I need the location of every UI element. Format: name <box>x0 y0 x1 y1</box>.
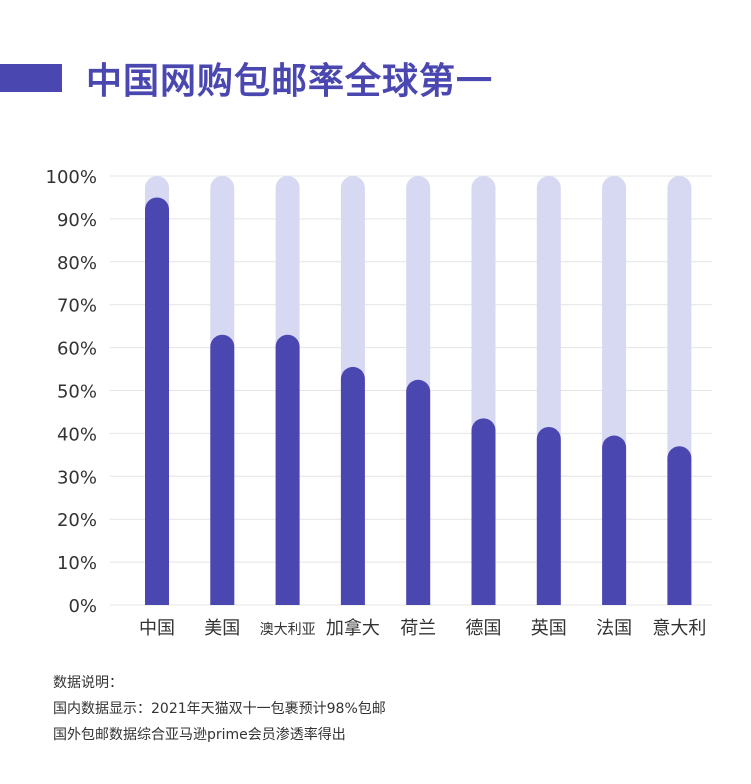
x-tick-label: 美国 <box>204 618 240 639</box>
x-tick-label: 英国 <box>531 618 567 639</box>
x-tick-label: 法国 <box>596 618 632 639</box>
x-tick-label: 意大利 <box>652 618 706 639</box>
notes-line-1: 国内数据显示：2021年天猫双十一包裹预计98%包邮 <box>53 701 386 717</box>
notes-heading: 数据说明： <box>53 675 123 691</box>
x-tick-label: 德国 <box>466 618 502 639</box>
chart-title: 中国网购包邮率全球第一 <box>86 61 494 102</box>
x-tick-label: 荷兰 <box>400 618 436 639</box>
y-tick-label: 30% <box>57 467 97 488</box>
y-tick-label: 100% <box>46 167 97 188</box>
y-tick-label: 10% <box>57 553 97 574</box>
bar <box>406 379 431 605</box>
bar <box>145 197 169 605</box>
bar <box>275 334 300 605</box>
bar <box>602 435 627 605</box>
x-tick-label: 加拿大 <box>326 617 380 639</box>
y-tick-label: 0% <box>68 596 97 617</box>
bar <box>536 426 561 605</box>
y-tick-label: 90% <box>57 210 97 231</box>
y-tick-label: 20% <box>57 510 97 531</box>
bar-chart: 0% 10% 20% 30% 40% 50% 60% 70% 80% 90% 100% 中国 美国 澳大利… <box>46 167 712 639</box>
y-tick-label: 50% <box>57 382 97 403</box>
title-accent-bar <box>0 64 62 92</box>
bar <box>471 418 496 605</box>
bar <box>340 366 365 605</box>
y-tick-label: 60% <box>57 339 97 360</box>
y-tick-label: 80% <box>57 253 97 274</box>
y-tick-label: 40% <box>57 424 97 445</box>
bar <box>210 334 235 605</box>
x-tick-label: 中国 <box>139 618 175 639</box>
bar <box>667 446 692 605</box>
data-notes: 数据说明： 国内数据显示：2021年天猫双十一包裹预计98%包邮 国外包邮数据综… <box>53 670 386 748</box>
y-tick-label: 70% <box>57 296 97 317</box>
notes-line-2: 国外包邮数据综合亚马逊prime会员渗透率得出 <box>53 727 346 743</box>
x-tick-label: 澳大利亚 <box>260 622 316 638</box>
